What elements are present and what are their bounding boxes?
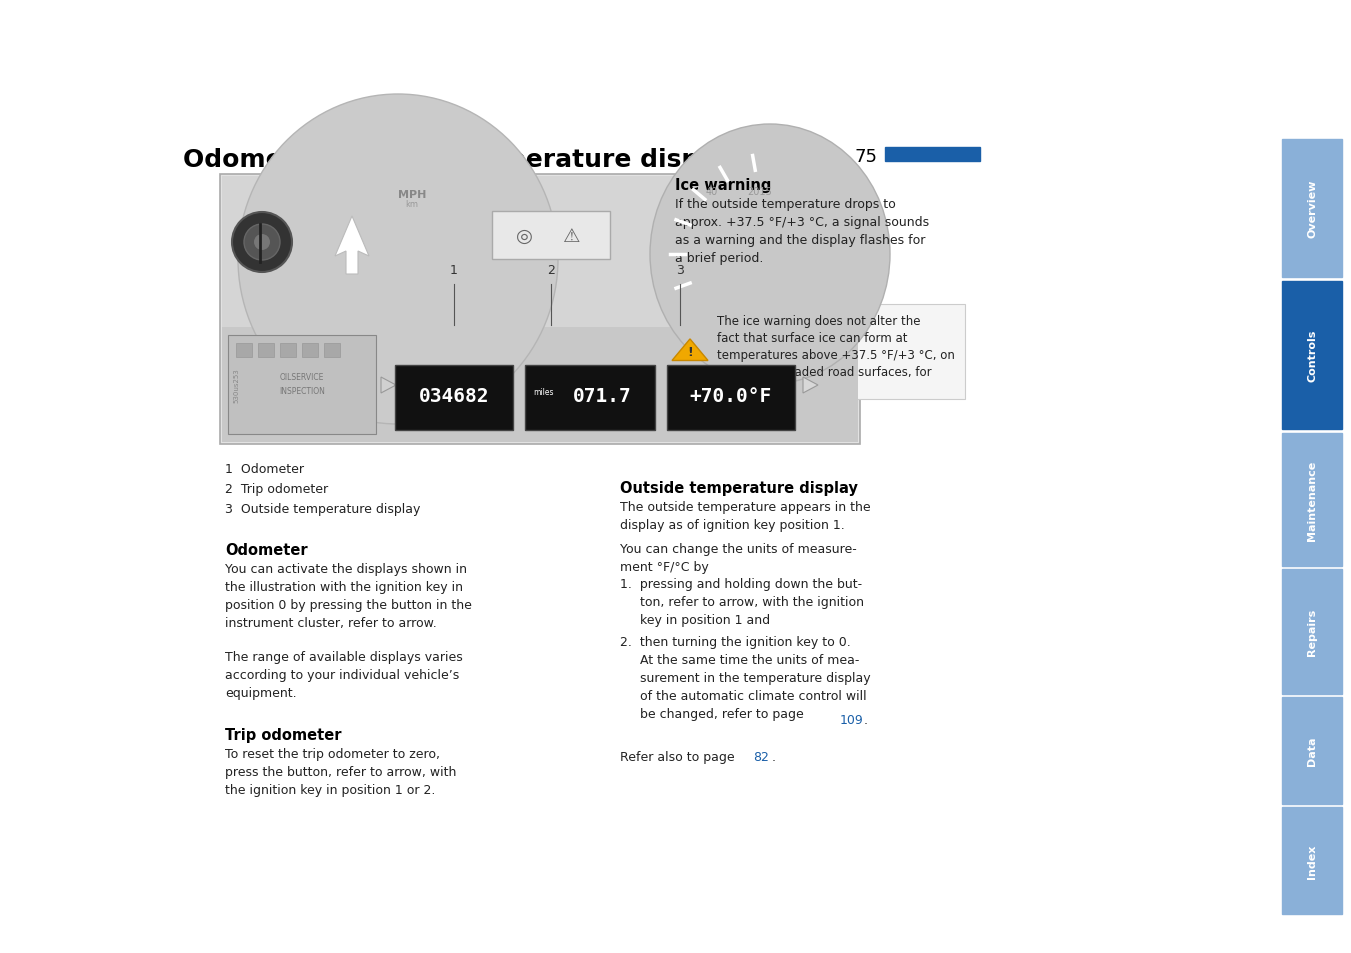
Circle shape [254,234,270,251]
Text: Controls: Controls [1306,330,1317,382]
Text: 530us253: 530us253 [232,368,239,403]
Bar [303,344,317,357]
Bar [394,366,513,431]
Text: Refer also to page: Refer also to page [620,750,739,763]
Text: 1.  pressing and holding down the but-
     ton, refer to arrow, with the igniti: 1. pressing and holding down the but- to… [620,578,865,626]
Bar [258,344,274,357]
Text: You can activate the displays shown in
the illustration with the ignition key in: You can activate the displays shown in t… [226,562,471,629]
Text: 40: 40 [705,187,719,196]
Text: OILSERVICE: OILSERVICE [280,373,324,381]
Text: 1  Odometer: 1 Odometer [226,462,304,476]
Text: Ice warning: Ice warning [676,178,771,193]
Bar [1282,282,1342,430]
Polygon shape [671,339,708,361]
Text: ◎: ◎ [516,226,532,245]
Bar [222,177,858,442]
Text: 3: 3 [676,264,684,276]
Text: Overview: Overview [1306,179,1317,238]
Text: Odometer, outside temperature display: Odometer, outside temperature display [182,148,740,172]
Bar [1282,698,1342,804]
Text: Odometer: Odometer [226,542,308,558]
Text: Maintenance: Maintenance [1306,460,1317,540]
Polygon shape [335,216,369,274]
Text: The range of available displays varies
according to your individual vehicle’s
eq: The range of available displays varies a… [226,650,463,700]
Bar [670,305,965,399]
Bar [1282,140,1342,277]
Bar [222,328,858,442]
Text: ⚠: ⚠ [563,226,581,245]
Text: km: km [405,200,419,209]
Ellipse shape [650,125,890,385]
Text: 071.7: 071.7 [573,387,631,406]
Text: 3  Outside temperature display: 3 Outside temperature display [226,502,420,516]
Text: The outside temperature appears in the
display as of ignition key position 1.: The outside temperature appears in the d… [620,500,870,532]
Text: 034682: 034682 [419,387,489,406]
Text: You can change the units of measure-
ment °F/°C by: You can change the units of measure- men… [620,542,857,574]
Ellipse shape [238,95,558,424]
Text: 2  Trip odometer: 2 Trip odometer [226,482,328,496]
Text: .: . [771,750,775,763]
Text: INSPECTION: INSPECTION [280,387,326,395]
Text: miles: miles [534,388,554,396]
Text: 109: 109 [840,713,863,726]
Bar [492,212,611,260]
Bar [1282,434,1342,566]
Bar [885,148,979,162]
Bar [228,335,376,435]
Text: 2: 2 [547,264,555,276]
Bar [667,366,794,431]
Text: MPH: MPH [397,190,426,200]
Text: .: . [865,713,867,726]
Text: +70.0°F: +70.0°F [690,387,773,406]
Bar [324,344,340,357]
Circle shape [245,225,280,261]
Text: The ice warning does not alter the
fact that surface ice can form at
temperature: The ice warning does not alter the fact … [717,314,955,395]
Bar [220,174,861,444]
Polygon shape [381,377,396,394]
Polygon shape [802,377,817,394]
Bar [1282,569,1342,695]
Circle shape [232,213,292,273]
Text: Trip odometer: Trip odometer [226,727,342,742]
Text: Index: Index [1306,843,1317,878]
Text: 82: 82 [753,750,769,763]
Text: !: ! [688,346,693,358]
Text: 1: 1 [450,264,458,276]
Text: Repairs: Repairs [1306,608,1317,656]
Text: 75: 75 [855,148,878,166]
Text: If the outside temperature drops to
approx. +37.5 °F/+3 °C, a signal sounds
as a: If the outside temperature drops to appr… [676,198,929,265]
Bar [526,366,655,431]
Text: 2.  then turning the ignition key to 0.
     At the same time the units of mea-
: 2. then turning the ignition key to 0. A… [620,636,870,720]
Bar [236,344,253,357]
Text: Data: Data [1306,736,1317,765]
Text: 2015: 2015 [747,187,773,196]
Bar [280,344,296,357]
Text: Outside temperature display: Outside temperature display [620,480,858,496]
Bar [1282,807,1342,914]
Text: To reset the trip odometer to zero,
press the button, refer to arrow, with
the i: To reset the trip odometer to zero, pres… [226,747,457,796]
